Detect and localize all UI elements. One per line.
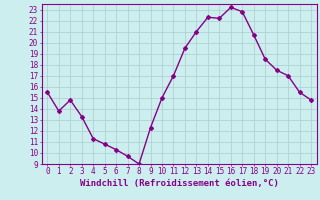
X-axis label: Windchill (Refroidissement éolien,°C): Windchill (Refroidissement éolien,°C) xyxy=(80,179,279,188)
